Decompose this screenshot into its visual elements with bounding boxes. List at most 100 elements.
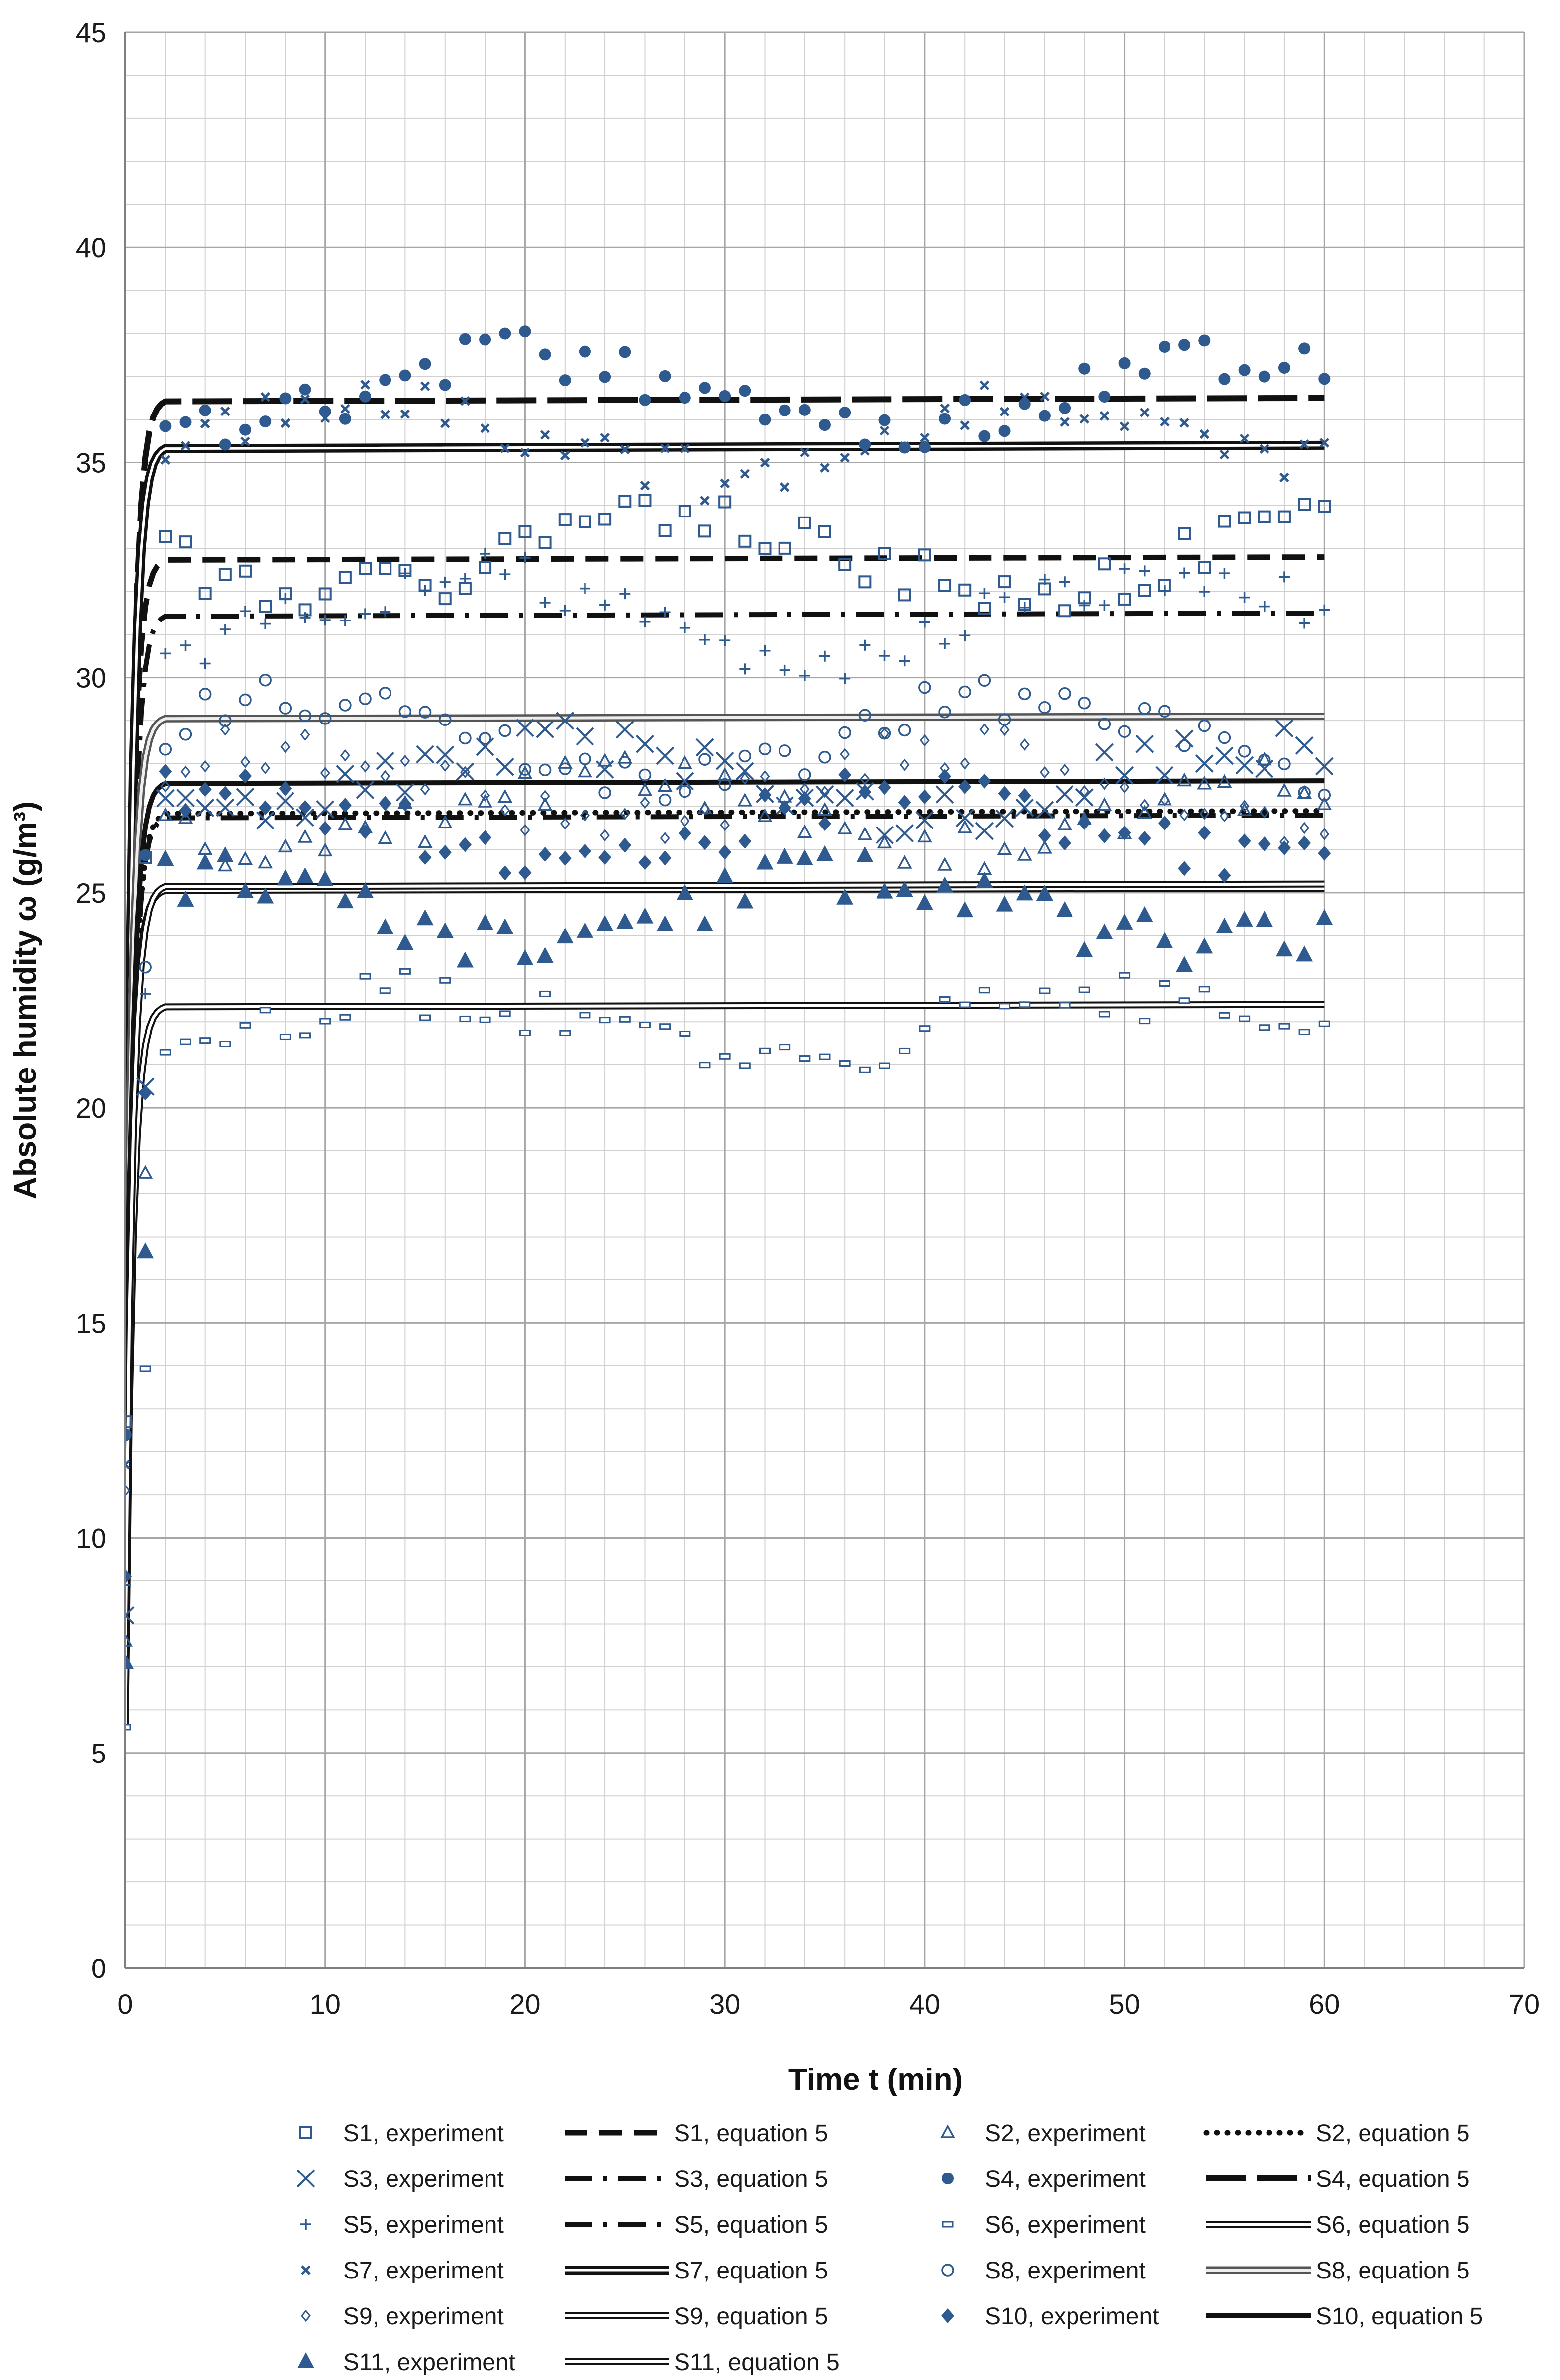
data-point (959, 1001, 971, 1008)
data-point (519, 552, 531, 564)
data-point (499, 1010, 511, 1017)
data-point (620, 808, 630, 821)
data-point (376, 751, 394, 770)
legend-label: S3, experiment (343, 2166, 504, 2192)
data-point (798, 791, 811, 806)
data-point (1118, 357, 1131, 369)
data-point (1299, 618, 1310, 629)
data-point (720, 478, 730, 489)
data-point (1119, 781, 1130, 794)
data-point (1059, 576, 1071, 588)
data-point (919, 617, 930, 628)
data-point (380, 770, 390, 783)
data-point (496, 918, 514, 934)
data-point (1118, 825, 1131, 840)
data-point (719, 390, 731, 402)
data-point (998, 425, 1011, 437)
data-point (1178, 739, 1191, 752)
data-point (1098, 391, 1111, 403)
data-point (698, 382, 711, 394)
data-point (1239, 800, 1250, 813)
data-point (497, 789, 513, 803)
data-point (656, 746, 675, 765)
data-point (1079, 414, 1089, 424)
data-point (777, 789, 792, 803)
data-point (796, 849, 813, 866)
data-point (820, 785, 830, 798)
data-point (758, 542, 772, 555)
data-point (618, 837, 632, 853)
data-point (759, 414, 771, 426)
data-point (140, 849, 150, 859)
y-tick-label: 25 (76, 877, 106, 909)
legend-entry: S4, equation 5 (1206, 2166, 1470, 2192)
data-point (318, 821, 332, 836)
data-point (640, 481, 650, 491)
legend-entry: S3, equation 5 (565, 2166, 828, 2192)
data-point (919, 1025, 931, 1032)
data-point (196, 853, 214, 870)
data-point (125, 1459, 130, 1470)
data-point (899, 441, 910, 451)
data-point (879, 727, 890, 740)
data-point (577, 763, 592, 778)
data-point (316, 800, 335, 819)
data-point (398, 796, 412, 812)
data-point (459, 731, 472, 745)
data-point (436, 745, 455, 764)
data-point (236, 788, 255, 806)
data-point (200, 760, 210, 773)
data-point (600, 829, 610, 842)
data-point (125, 1633, 133, 1647)
data-point (495, 757, 514, 776)
data-point (395, 783, 414, 802)
data-point (619, 588, 631, 600)
data-point (598, 513, 612, 526)
data-point (720, 819, 730, 831)
data-point (998, 575, 1011, 589)
data-point (1076, 941, 1093, 957)
data-point (778, 744, 791, 757)
data-point (579, 752, 591, 766)
data-point (359, 390, 372, 403)
data-point (918, 441, 931, 453)
data-point (1038, 828, 1051, 843)
legend-label: S3, equation 5 (674, 2166, 828, 2192)
data-point (1215, 746, 1234, 765)
data-point (160, 648, 171, 659)
data-point (438, 592, 452, 606)
data-point (338, 798, 352, 813)
data-point (157, 850, 174, 866)
x-tick-label: 50 (1109, 1988, 1140, 2020)
legend-label: S7, equation 5 (674, 2258, 828, 2284)
data-point (556, 712, 575, 730)
legend-entry: S11, experiment (297, 2349, 515, 2376)
data-point (1238, 833, 1251, 849)
data-point (556, 928, 574, 944)
data-point (760, 458, 770, 468)
data-point (260, 392, 270, 402)
data-point (1057, 817, 1072, 830)
data-point (1055, 785, 1074, 804)
legend-entry: S9, experiment (301, 2303, 504, 2330)
legend-entry: S10, equation 5 (1206, 2303, 1483, 2330)
data-point (696, 915, 713, 931)
data-point (379, 796, 392, 811)
data-point (1198, 825, 1211, 840)
data-point (239, 768, 252, 784)
data-point (858, 575, 872, 589)
data-point (580, 438, 590, 448)
data-point (619, 346, 631, 358)
data-point (479, 333, 491, 346)
data-point (779, 1044, 791, 1051)
legend-entry: S5, experiment (300, 2212, 504, 2238)
data-point (299, 1032, 311, 1039)
data-point (1019, 1001, 1031, 1008)
data-point (819, 1053, 831, 1060)
data-point (756, 853, 774, 870)
data-point (360, 380, 370, 390)
data-point (897, 855, 912, 869)
data-point (979, 588, 990, 599)
data-point (778, 800, 791, 816)
data-point (815, 785, 834, 804)
